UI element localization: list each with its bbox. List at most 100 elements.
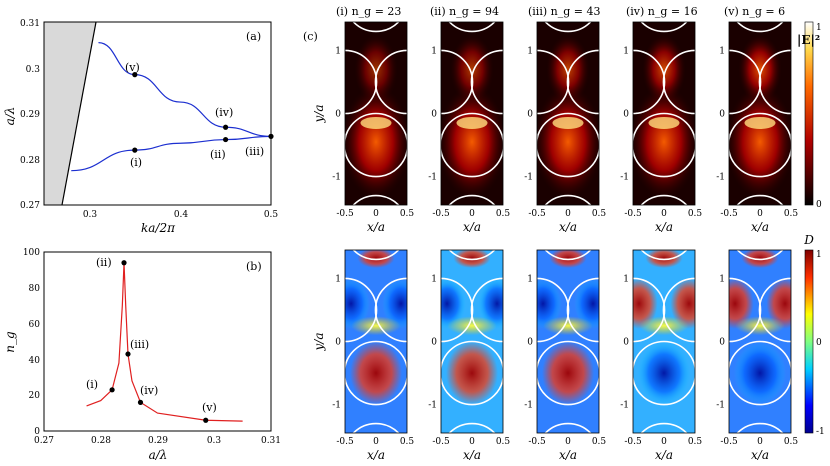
xtick-c-1-0-1: 0 xyxy=(469,209,475,219)
ytick-c-1-1-1: 0 xyxy=(431,338,437,348)
ytick-c-2-1-0: 1 xyxy=(527,274,533,284)
xtick-c-0-1-2: 0.5 xyxy=(400,437,415,447)
ng-point-label-iii: (iii) xyxy=(130,338,149,351)
ytick-c-1-0-1: 0 xyxy=(431,110,437,120)
xtick-c-1-1-1: 0 xyxy=(469,437,475,447)
ytick-a-0: 0.31 xyxy=(20,19,40,29)
ytick-c-4-0-1: 0 xyxy=(719,110,725,120)
ytick-c-1-0-2: -1 xyxy=(428,173,437,183)
xtick-c-4-0-1: 0 xyxy=(757,209,763,219)
xaxis-label-b: a/λ xyxy=(149,448,168,462)
column-title-iv: (iv) n_g = 16 xyxy=(626,5,698,18)
xaxis-label-c-0-1: x/a xyxy=(367,448,385,462)
xtick-c-2-1-1: 0 xyxy=(565,437,571,447)
ytick-c-0-1-1: 0 xyxy=(335,338,341,348)
field-map-intensity-1: -0.5 0 0.5 x/a 1 0 -1 xyxy=(428,21,510,234)
point-label-v: (v) xyxy=(125,61,140,74)
column-title-v: (v) n_g = 6 xyxy=(724,5,785,18)
field-map-intensity-0: -0.5 0 0.5 x/a 1 0 -1 y/a xyxy=(312,21,415,234)
xtick-c-1-0-0: -0.5 xyxy=(432,209,450,219)
xtick-c-3-1-1: 0 xyxy=(661,437,667,447)
ytick-c-4-1-1: 0 xyxy=(719,338,725,348)
xaxis-label-c-4-0: x/a xyxy=(751,220,769,234)
band-point-3 xyxy=(268,133,274,139)
light-line xyxy=(61,21,97,206)
xtick-c-3-0-1: 0 xyxy=(661,209,667,219)
panel-c: (c) (i) n_g = 23 (ii) n_g = 94 (iii) n_g… xyxy=(303,5,825,462)
ng-point-3 xyxy=(137,399,144,405)
xtick-c-4-0-0: -0.5 xyxy=(720,209,738,219)
group-index-curve xyxy=(86,262,243,422)
xtick-a-0: 0.3 xyxy=(83,210,98,220)
ytick-b-5: 0 xyxy=(34,427,40,437)
xtick-c-0-1-0: -0.5 xyxy=(336,437,354,447)
ytick-c-2-1-1: 0 xyxy=(527,338,533,348)
xtick-c-0-0-1: 0 xyxy=(373,209,379,219)
xtick-c-2-0-1: 0 xyxy=(565,209,571,219)
xtick-c-2-0-2: 0.5 xyxy=(592,209,607,219)
ytick-c-3-1-2: -1 xyxy=(620,401,629,411)
ytick-b-1: 80 xyxy=(29,284,41,294)
point-label-i: (i) xyxy=(130,156,142,169)
xtick-c-1-1-0: -0.5 xyxy=(432,437,450,447)
xtick-c-2-1-2: 0.5 xyxy=(592,437,607,447)
xtick-c-4-1-1: 0 xyxy=(757,437,763,447)
field-map-intensity-2: -0.5 0 0.5 x/a 1 0 -1 xyxy=(524,21,607,234)
ytick-a-2: 0.29 xyxy=(20,110,40,120)
xaxis-label-a: ka/2π xyxy=(141,221,176,235)
ytick-b-4: 20 xyxy=(29,391,41,401)
ytick-c-4-1-2: -1 xyxy=(716,401,725,411)
ytick-c-3-0-1: 0 xyxy=(623,110,629,120)
ytick-c-0-0-2: -1 xyxy=(332,173,341,183)
xtick-c-0-0-2: 0.5 xyxy=(400,209,415,219)
xtick-b-1: 0.28 xyxy=(91,436,111,446)
colorbar-intensity-label: |E|² xyxy=(797,33,820,47)
xaxis-label-c-2-0: x/a xyxy=(559,220,577,234)
ytick-b-0: 100 xyxy=(23,248,40,258)
field-map-displacement-0: -0.5 0 0.5 x/a 1 0 -1 y/a xyxy=(312,249,415,462)
upper-band-curve xyxy=(98,41,272,137)
ytick-c-2-0-0: 1 xyxy=(527,46,533,56)
xtick-c-4-0-2: 0.5 xyxy=(784,209,799,219)
field-map-displacement-3: -0.5 0 0.5 x/a 1 0 -1 xyxy=(620,249,702,462)
ng-point-label-i: (i) xyxy=(86,378,98,391)
field-maps: -0.5 0 0.5x/a10-1y/a-0.5 0 0.5x/a10-1y/a-0.5… xyxy=(312,21,799,462)
xtick-c-1-1-2: 0.5 xyxy=(496,437,511,447)
panel-b-frame xyxy=(43,251,272,432)
band-point-4 xyxy=(132,147,138,153)
ng-point-label-v: (v) xyxy=(202,401,217,414)
xaxis-label-c-3-0: x/a xyxy=(655,220,673,234)
colorbar-displacement xyxy=(804,249,814,434)
xtick-b-0: 0.27 xyxy=(34,436,54,446)
yaxis-label-b: n_g xyxy=(3,331,17,353)
yaxis-label-c-0: y/a xyxy=(312,105,326,124)
colorbar-intensity xyxy=(804,21,814,206)
ytick-c-2-1-2: -1 xyxy=(524,401,533,411)
light-cone-region xyxy=(44,22,96,205)
panel-c-label: (c) xyxy=(303,30,318,43)
colorbar-displacement-tick-mid: 0 xyxy=(816,338,822,348)
ng-point-label-ii: (ii) xyxy=(96,256,112,269)
ytick-c-1-0-0: 1 xyxy=(431,46,437,56)
xtick-a-1: 0.4 xyxy=(174,210,189,220)
ng-point-4 xyxy=(203,417,209,423)
field-map-displacement-4: -0.5 0 0.5 x/a 1 0 -1 xyxy=(716,249,798,462)
ytick-c-3-1-1: 0 xyxy=(623,338,629,348)
field-map-intensity-4: -0.5 0 0.5 x/a 1 0 -1 xyxy=(716,21,799,234)
band-point-2 xyxy=(223,136,229,143)
xtick-c-3-0-0: -0.5 xyxy=(624,209,642,219)
column-title-iii: (iii) n_g = 43 xyxy=(528,5,600,18)
xtick-c-4-1-0: -0.5 xyxy=(720,437,738,447)
ytick-a-1: 0.3 xyxy=(26,65,41,75)
xtick-a-2: 0.5 xyxy=(264,210,279,220)
ytick-c-3-0-2: -1 xyxy=(620,173,629,183)
xtick-b-3: 0.3 xyxy=(207,436,222,446)
lower-band-curve xyxy=(71,135,272,172)
ytick-c-0-1-2: -1 xyxy=(332,401,341,411)
ng-point-2 xyxy=(109,387,115,393)
ytick-c-3-0-0: 1 xyxy=(623,46,629,56)
panel-a: (a) (v) (iv) (ii) (iii) (i) a/λ ka/2π 0.… xyxy=(3,19,278,235)
yaxis-label-a: a/λ xyxy=(3,107,17,126)
panel-b-label: (b) xyxy=(246,260,262,273)
ytick-a-4: 0.27 xyxy=(20,201,40,211)
